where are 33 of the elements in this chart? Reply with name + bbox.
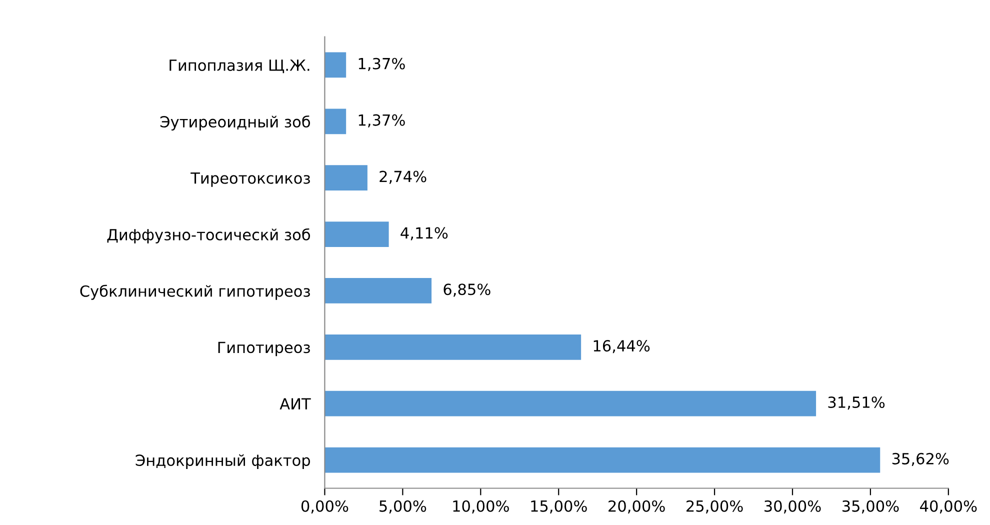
bar: [324, 222, 389, 247]
bar: [324, 108, 346, 134]
x-tick-label: 5,00%: [380, 500, 426, 514]
x-tick-label: 40,00%: [920, 500, 977, 514]
data-label: 1,37%: [358, 58, 405, 71]
y-tick-label: Эутиреоидный зоб: [160, 115, 310, 131]
data-label: 16,44%: [594, 340, 650, 354]
x-tick-label: 10,00%: [453, 500, 509, 514]
x-tick-label: 0,00%: [301, 500, 348, 514]
bar: [324, 390, 816, 416]
y-tick-label: Диффузно-тосическй зоб: [107, 228, 310, 244]
data-label: 6,85%: [444, 284, 490, 297]
y-tick-label: Гипотиреоз: [218, 342, 310, 356]
data-label: 31,51%: [828, 396, 885, 410]
x-tick-label: 35,00%: [842, 500, 899, 514]
bar: [324, 447, 880, 473]
y-tick-label: Эндокринный фактор: [136, 454, 310, 470]
y-tick-label: АИТ: [280, 398, 311, 410]
bar: [324, 165, 368, 191]
y-tick-label: Тиреотоксикоз: [190, 172, 310, 187]
bar: [324, 278, 432, 304]
y-tick-label: Субклинический гипотиреоз: [80, 284, 310, 300]
bar: [324, 334, 582, 360]
x-tick-label: 25,00%: [686, 500, 743, 514]
data-label: 1,37%: [358, 114, 405, 128]
bar: [324, 52, 346, 78]
x-tick-label: 20,00%: [608, 500, 665, 514]
x-tick-label: 30,00%: [764, 500, 821, 514]
data-label: 4,11%: [400, 227, 448, 240]
y-tick-label: Гипоплазия Щ.Ж.: [170, 60, 310, 74]
data-label: 35,62%: [892, 452, 949, 466]
data-label: 2,74%: [380, 170, 426, 184]
x-tick-label: 15,00%: [531, 500, 587, 514]
